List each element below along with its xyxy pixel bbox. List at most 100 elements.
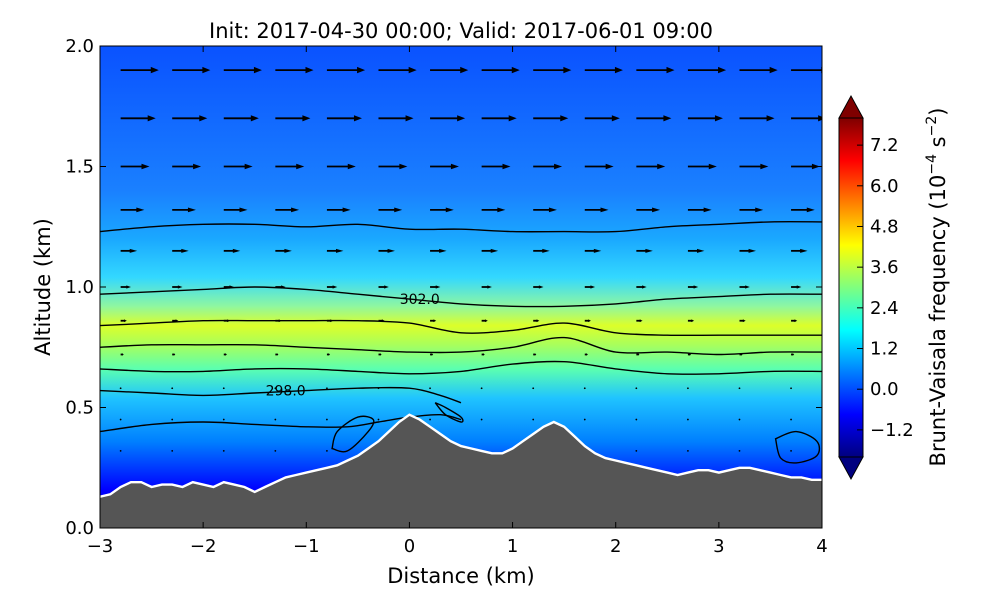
wind-vector	[172, 66, 211, 74]
wind-vector	[171, 418, 174, 421]
y-tick-label: 0.5	[65, 398, 94, 419]
wind-vector	[533, 207, 557, 213]
wind-vector	[223, 207, 248, 213]
wind-vector	[171, 387, 174, 390]
wind-vector	[172, 163, 202, 170]
wind-vector	[584, 66, 623, 74]
wind-vector	[738, 387, 741, 390]
wind-vector	[481, 285, 492, 289]
theta-contour-2	[100, 360, 822, 375]
wind-vector	[791, 115, 822, 122]
wind-vector	[738, 449, 741, 452]
wind-vector	[481, 163, 511, 170]
wind-vector	[584, 319, 591, 323]
wind-vector	[791, 248, 808, 253]
colorbar-tick-label: 3.6	[870, 257, 899, 278]
wind-vector	[172, 115, 208, 122]
wind-vector	[326, 353, 331, 356]
colorbar-tick-label: 2.4	[870, 298, 899, 319]
wind-vector	[480, 387, 483, 390]
wind-vector	[636, 115, 672, 122]
wind-vector	[223, 285, 235, 289]
wind-vector	[326, 418, 328, 421]
wind-vector	[584, 207, 609, 213]
wind-vector	[377, 418, 380, 421]
wind-vector	[275, 66, 314, 74]
wind-vector	[739, 353, 743, 356]
wind-vector	[172, 248, 189, 253]
wind-vector	[119, 418, 122, 421]
wind-vector	[584, 115, 620, 122]
y-tick-label: 1.5	[65, 157, 94, 178]
wind-vector	[533, 66, 572, 74]
y-axis-label: Altitude (km)	[31, 218, 55, 356]
wind-vector	[223, 319, 230, 323]
wind-vector	[120, 115, 156, 122]
wind-vector	[377, 387, 380, 390]
potential-temperature-contours	[100, 221, 822, 464]
theta-contour-4	[100, 319, 822, 337]
wind-vector	[119, 387, 122, 390]
wind-vector	[378, 207, 403, 213]
wind-vector	[378, 319, 385, 323]
wind-vector	[687, 285, 699, 289]
wind-vector	[275, 248, 292, 253]
x-tick-label: −1	[293, 536, 320, 557]
wind-vector	[171, 449, 174, 452]
wind-vector	[120, 248, 138, 253]
theta-contour-1	[100, 386, 462, 404]
wind-vector	[636, 353, 640, 356]
wind-vector	[687, 248, 705, 253]
terrain	[100, 413, 822, 528]
wind-vector	[429, 418, 431, 421]
wind-vector	[326, 248, 344, 253]
wind-vector	[687, 418, 689, 421]
wind-vector	[326, 285, 338, 289]
wind-vector	[584, 353, 588, 356]
wind-vector	[533, 319, 540, 323]
wind-vector	[378, 163, 408, 170]
wind-vector	[687, 66, 727, 74]
x-tick-label: 3	[713, 536, 724, 557]
wind-vector	[533, 248, 550, 253]
x-tick-label: 1	[507, 536, 518, 557]
wind-vector	[790, 387, 792, 390]
wind-vector	[120, 319, 127, 323]
wind-vector	[739, 285, 750, 289]
wind-vector	[636, 248, 653, 253]
theta-contour-3	[100, 336, 822, 356]
wind-vector	[326, 449, 328, 452]
wind-vector	[635, 387, 638, 390]
colorbar-tick-label: 4.8	[870, 216, 899, 237]
wind-vector	[120, 163, 150, 170]
wind-vector	[791, 285, 802, 289]
x-axis: −3 −2 −1 0 1 2 3 4	[87, 46, 828, 557]
wind-vector	[326, 115, 362, 122]
wind-vector	[119, 449, 122, 452]
colorbar-extend-min	[838, 456, 864, 481]
closed-contour-2	[774, 430, 821, 464]
wind-vector	[274, 387, 277, 390]
wind-vector	[584, 163, 614, 170]
colorbar-tick-label: 6.0	[870, 176, 899, 197]
wind-vector	[636, 66, 675, 74]
contour-label-0: 302.0	[400, 292, 440, 308]
wind-vector	[120, 207, 145, 213]
terrain-outline	[100, 413, 822, 498]
wind-vector	[223, 115, 259, 122]
wind-vector	[687, 207, 712, 213]
wind-vector	[378, 115, 414, 122]
wind-vector	[481, 66, 520, 74]
y-tick-label: 2.0	[65, 36, 94, 57]
chart-title: Init: 2017-04-30 00:00; Valid: 2017-06-0…	[209, 19, 713, 43]
wind-vector	[274, 449, 277, 452]
wind-vector	[430, 353, 434, 356]
wind-vector	[378, 353, 382, 356]
y-tick-label: 1.0	[65, 277, 94, 298]
wind-vector	[430, 163, 459, 170]
theta-contour-6	[100, 221, 822, 233]
wind-vector	[687, 115, 723, 122]
wind-vector	[378, 66, 417, 74]
wind-vector	[274, 418, 277, 421]
wind-vector	[636, 163, 666, 170]
